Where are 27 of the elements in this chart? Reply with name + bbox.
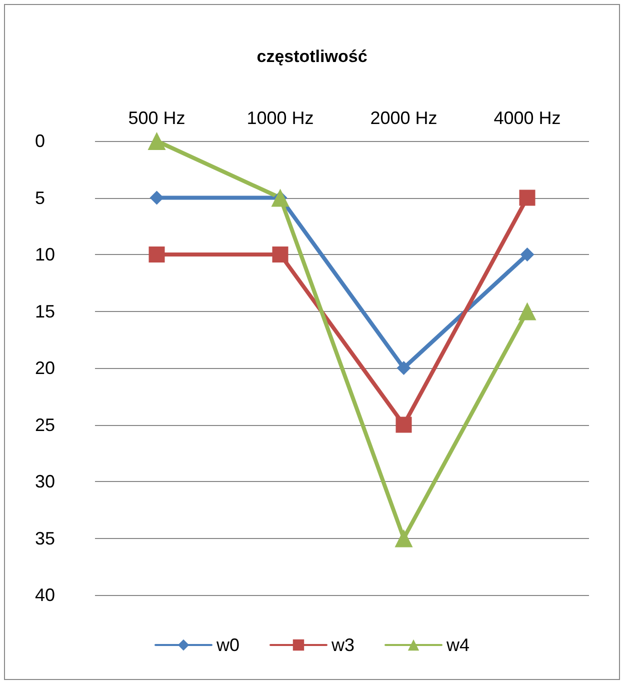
point: [396, 361, 411, 375]
point: [150, 190, 164, 205]
y-tick-label: 35: [35, 528, 56, 548]
y-tick-label: 20: [35, 358, 56, 378]
x-tick-label: 4000 Hz: [494, 108, 561, 128]
point: [394, 529, 413, 548]
point: [148, 132, 166, 150]
y-tick-label: 15: [35, 301, 56, 322]
y-tick-label: 5: [35, 188, 46, 208]
y-tick-label: 10: [35, 244, 56, 264]
point: [396, 416, 412, 433]
legend-label: w0: [215, 635, 240, 655]
x-tick-label: 500 Hz: [128, 108, 186, 128]
y-tick-label: 25: [35, 414, 56, 435]
chart-title: częstotliwość: [256, 47, 368, 66]
y-tick-label: 30: [35, 472, 56, 492]
legend-label: w3: [330, 635, 355, 655]
y-tick-label: 40: [35, 585, 56, 605]
x-tick-label: 1000 Hz: [246, 108, 314, 128]
point: [520, 248, 534, 262]
legend-label: w4: [446, 635, 470, 655]
point: [518, 302, 536, 320]
point: [272, 246, 288, 262]
y-tick-label: 0: [35, 131, 46, 151]
point: [519, 190, 536, 206]
point: [148, 246, 165, 262]
x-tick-label: 2000 Hz: [370, 108, 438, 128]
